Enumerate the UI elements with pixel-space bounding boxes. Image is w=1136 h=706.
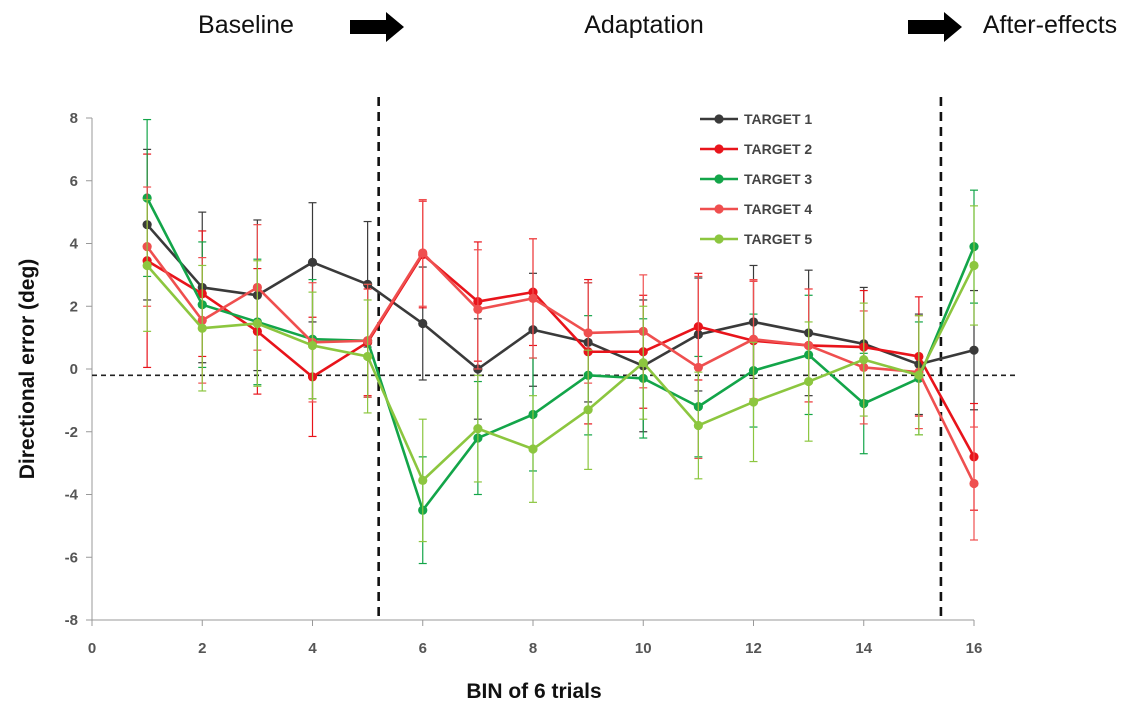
data-point: [969, 345, 979, 355]
phase-label: After-effects: [983, 11, 1117, 39]
legend-swatch-marker: [714, 234, 724, 244]
legend-entry: TARGET 2: [744, 141, 812, 157]
phase-arrow-icon: [908, 12, 962, 42]
data-point: [307, 257, 318, 267]
y-tick-label: -8: [65, 612, 78, 629]
phase-label: Baseline: [198, 11, 294, 39]
x-tick-label: 4: [308, 640, 317, 657]
y-tick-label: 0: [70, 361, 78, 378]
data-series: [142, 118, 979, 565]
data-point: [638, 358, 648, 368]
data-point: [693, 420, 703, 431]
data-point: [583, 405, 593, 415]
data-point: [142, 260, 152, 271]
legend-swatch-marker: [714, 114, 724, 124]
series-line: [146, 253, 976, 458]
data-point: [969, 478, 979, 489]
data-point: [748, 397, 759, 407]
y-tick-label: -4: [65, 487, 79, 504]
x-tick-label: 6: [419, 640, 427, 657]
phase-arrow-icon: [350, 12, 404, 42]
data-point: [804, 376, 814, 387]
x-tick-label: 2: [198, 640, 206, 657]
data-point: [528, 444, 538, 454]
x-tick-label: 16: [966, 640, 983, 657]
legend-swatch-marker: [714, 174, 724, 184]
y-tick-label: -2: [65, 424, 78, 441]
data-point: [748, 334, 759, 344]
x-tick-label: 0: [88, 640, 96, 657]
data-point: [473, 304, 483, 314]
data-point: [473, 424, 483, 434]
y-tick-label: 4: [70, 236, 79, 253]
data-point: [363, 351, 373, 362]
y-tick-label: -6: [65, 549, 78, 566]
series-line: [146, 223, 975, 371]
legend-entry: TARGET 1: [744, 111, 812, 127]
y-tick-label: 8: [70, 110, 78, 127]
series-line: [146, 245, 976, 485]
series-line: [146, 264, 976, 482]
data-point: [583, 328, 593, 338]
legend-swatch-marker: [714, 204, 724, 214]
data-point: [914, 370, 924, 380]
data-point: [418, 475, 428, 485]
data-point: [418, 248, 428, 258]
y-axis-title: Directional error (deg): [16, 259, 39, 480]
data-point: [528, 293, 538, 304]
data-point: [418, 318, 428, 329]
data-point: [252, 318, 262, 329]
phase-labels: Baseline Adaptation After-effects: [198, 11, 1117, 42]
legend-swatch-marker: [714, 144, 724, 154]
legend-entry: TARGET 3: [744, 171, 812, 187]
data-point: [197, 323, 207, 333]
reference-lines: [92, 97, 1016, 620]
legend-entry: TARGET 4: [744, 201, 812, 217]
axes: Directional error (deg) BIN of 6 trials …: [16, 110, 982, 703]
x-axis-title: BIN of 6 trials: [466, 680, 601, 703]
x-tick-label: 8: [529, 640, 537, 657]
series-2: [142, 153, 979, 511]
data-point: [693, 362, 703, 373]
y-tick-label: 6: [70, 173, 78, 190]
data-point: [307, 340, 318, 351]
phase-label: Adaptation: [584, 11, 704, 39]
x-tick-label: 12: [745, 640, 762, 657]
y-tick-label: 2: [70, 298, 78, 315]
legend-entry: TARGET 5: [744, 231, 812, 247]
series-1: [142, 148, 979, 433]
data-point: [969, 260, 979, 271]
series-5: [142, 198, 979, 543]
series-line: [145, 197, 976, 512]
data-point: [859, 354, 869, 365]
x-tick-label: 14: [855, 640, 872, 657]
legend: TARGET 1 TARGET 2 TARGET 3 TARGET 4 TARGET 5: [700, 111, 812, 247]
x-tick-label: 10: [635, 640, 652, 657]
